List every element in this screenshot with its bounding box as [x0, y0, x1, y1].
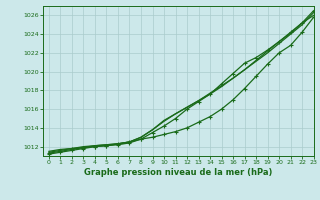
X-axis label: Graphe pression niveau de la mer (hPa): Graphe pression niveau de la mer (hPa)	[84, 168, 273, 177]
